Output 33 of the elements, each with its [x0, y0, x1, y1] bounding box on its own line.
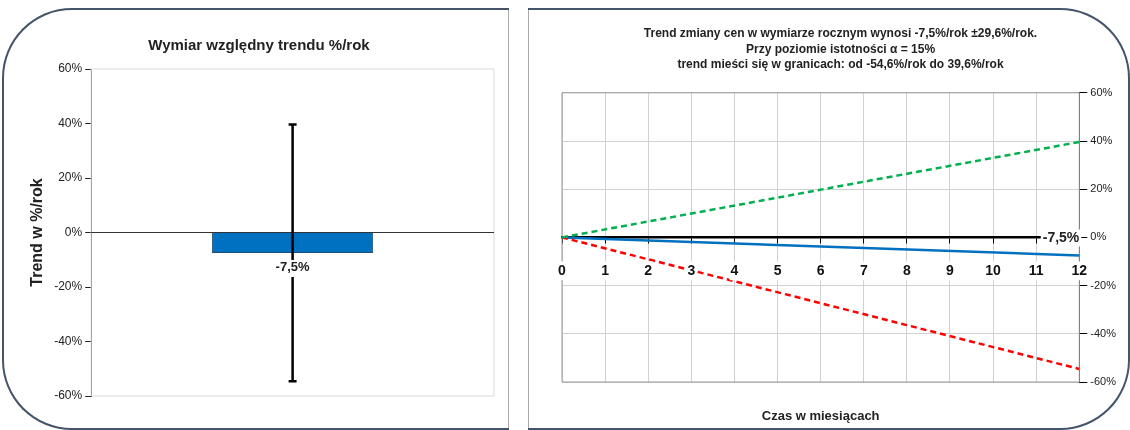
- x-tick-label: 5: [773, 261, 782, 278]
- y-tick-label: -20%: [54, 279, 83, 294]
- y-tick-label: 40%: [58, 115, 83, 130]
- y-tick-label: 0%: [1090, 230, 1107, 243]
- x-tick-label: 10: [985, 261, 1002, 278]
- x-tick-label: 0: [558, 261, 567, 278]
- x-tick-label: 1: [601, 261, 610, 278]
- y-tick-label: 60%: [1090, 85, 1113, 98]
- x-tick-label: 2: [644, 261, 653, 278]
- chart-title: Wymiar względny trendu %/rok: [148, 36, 371, 54]
- x-tick-label: 9: [946, 261, 955, 278]
- y-tick-label: 40%: [1090, 134, 1113, 147]
- y-tick-label: -60%: [54, 388, 83, 403]
- y-tick-label: 60%: [58, 61, 83, 76]
- y-axis-title: Trend w %/rok: [28, 178, 46, 287]
- annotation: -7,5%: [1042, 229, 1080, 246]
- y-tick-label: 0%: [64, 224, 83, 239]
- x-tick-label: 12: [1071, 261, 1088, 278]
- x-tick-label: 11: [1028, 261, 1044, 278]
- x-tick-label: 6: [816, 261, 825, 278]
- y-tick-label: -40%: [54, 333, 83, 348]
- x-tick-label: 8: [902, 261, 911, 278]
- y-tick-label: 20%: [58, 170, 83, 185]
- chart-title: Trend zmiany cen w wymiarze rocznym wynosi -7,5%/rok ±29,6%/rok. Przy poziomie istotności α = 15% trend mieści się w granicach: od -54,6%/rok do 39,6%/rok: [643, 26, 1038, 72]
- y-tick-label: 20%: [1090, 182, 1113, 195]
- x-tick-label: 4: [730, 261, 739, 278]
- y-tick-label: -60%: [1090, 375, 1117, 388]
- data-label: -7,5%: [275, 259, 311, 275]
- y-tick-label: -20%: [1090, 278, 1117, 291]
- x-axis-title: Czas w miesiącach: [761, 408, 880, 424]
- x-tick-label: 3: [687, 261, 696, 278]
- x-tick-label: 7: [859, 261, 868, 278]
- y-tick-label: -40%: [1090, 326, 1117, 339]
